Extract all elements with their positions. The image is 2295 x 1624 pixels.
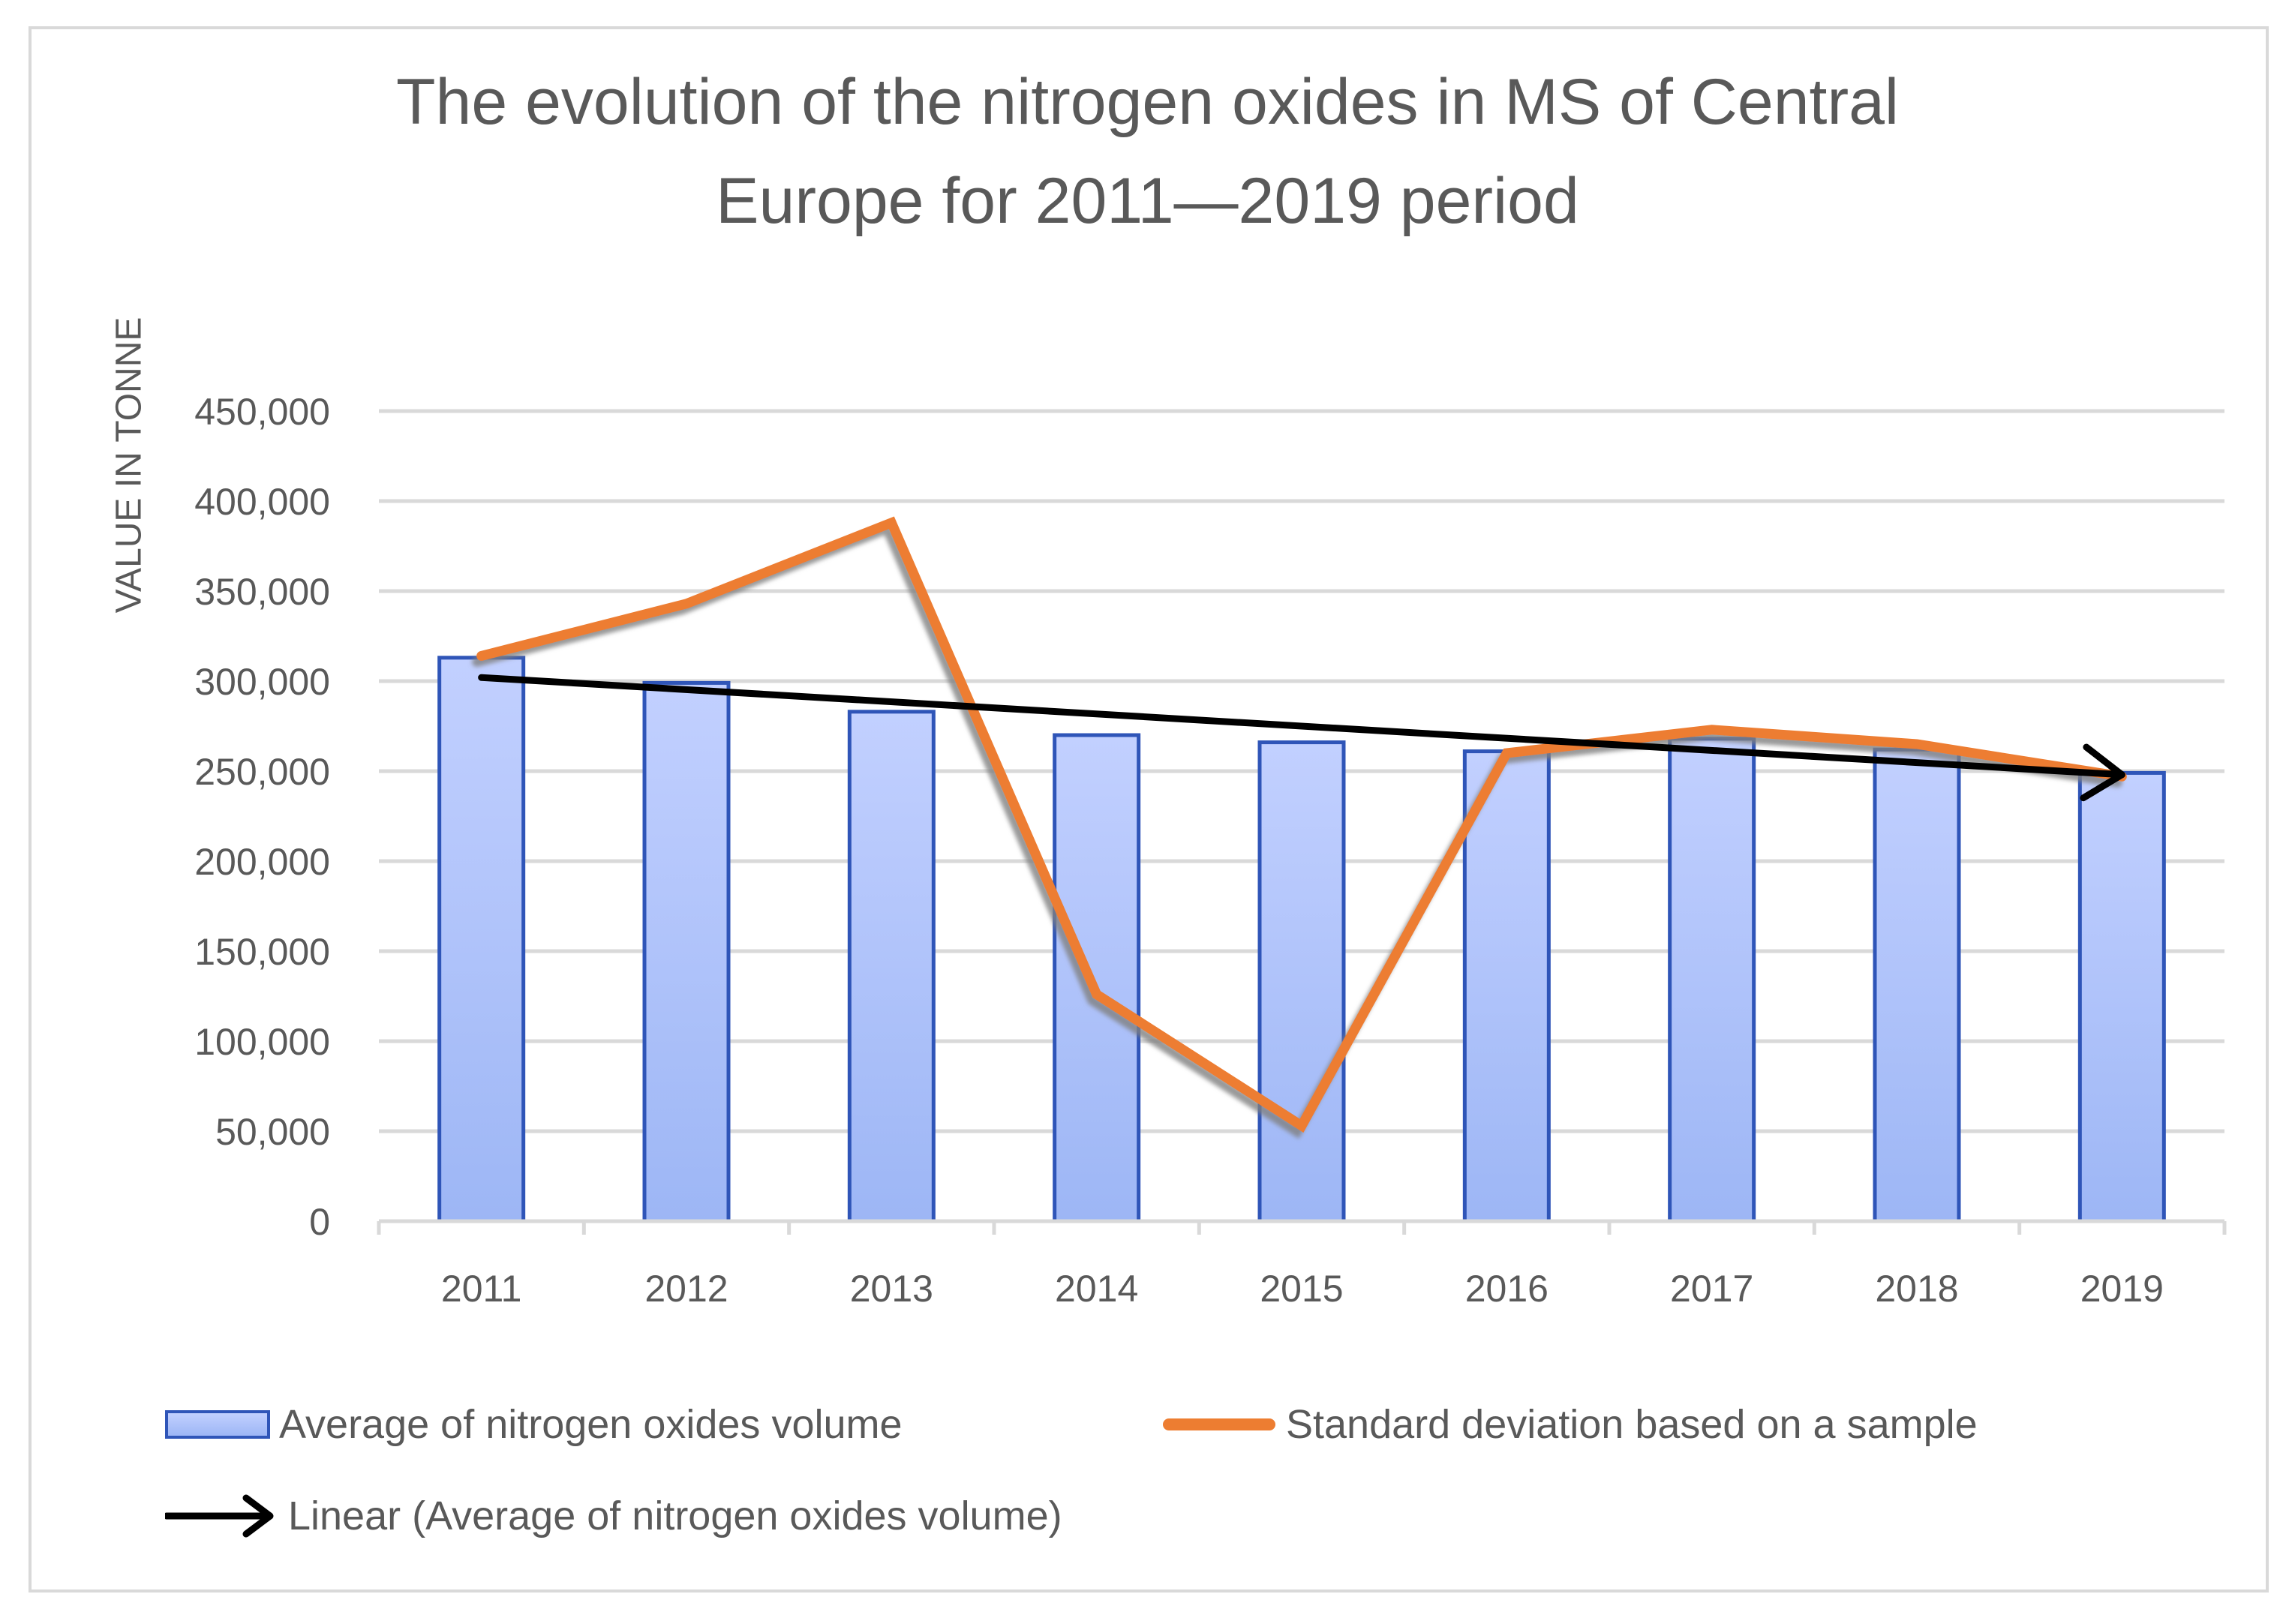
legend-item-trend: Linear (Average of nitrogen oxides volum…	[165, 1493, 1062, 1539]
bar	[1668, 737, 1756, 1223]
y-tick-label: 100,000	[194, 1021, 330, 1063]
x-tick-label: 2018	[1875, 1268, 1958, 1310]
bar	[642, 680, 731, 1223]
x-tick-label: 2012	[644, 1268, 728, 1310]
y-tick-label: 400,000	[194, 481, 330, 523]
x-axis	[377, 1219, 2227, 1235]
legend-label-line: Standard deviation based on a sample	[1286, 1402, 1978, 1447]
trendline-series	[478, 674, 2125, 802]
x-tick-label: 2016	[1465, 1268, 1549, 1310]
x-tick-label: 2014	[1055, 1268, 1138, 1310]
chart-title: The evolution of the nitrogen oxides in …	[0, 53, 2295, 251]
legend-swatch-line	[1163, 1418, 1275, 1430]
y-axis-ticks: 0 50,000 100,000 150,000 200,000 250,000 300,0…	[194, 391, 330, 1243]
legend-item-bar: Average of nitrogen oxides volume	[165, 1401, 903, 1448]
arrow-right-icon	[165, 1494, 274, 1538]
x-axis-ticks: 2011 2012 2013 2014 2015 2016 2017 2018 2019	[441, 1268, 2164, 1310]
bar	[2077, 770, 2166, 1223]
line-series	[476, 516, 2127, 1133]
y-tick-label: 150,000	[194, 931, 330, 973]
x-tick-label: 2017	[1670, 1268, 1753, 1310]
y-tick-label: 0	[309, 1201, 330, 1243]
bar	[847, 710, 936, 1223]
bar	[1462, 749, 1551, 1223]
y-tick-label: 450,000	[194, 391, 330, 433]
y-tick-label: 350,000	[194, 571, 330, 613]
x-tick-label: 2013	[850, 1268, 933, 1310]
x-tick-label: 2011	[441, 1268, 522, 1310]
legend-label-bar: Average of nitrogen oxides volume	[279, 1402, 903, 1447]
bar	[437, 656, 526, 1223]
trendline-path	[478, 674, 2125, 779]
x-tick-label: 2015	[1260, 1268, 1343, 1310]
y-tick-label: 300,000	[194, 661, 330, 703]
y-tick-label: 50,000	[215, 1111, 330, 1153]
trendline-arrowhead	[2080, 743, 2125, 802]
legend-swatch-bar	[165, 1410, 270, 1439]
bar	[1873, 747, 1961, 1223]
legend-label-trend: Linear (Average of nitrogen oxides volum…	[288, 1493, 1062, 1538]
x-tick-label: 2019	[2080, 1268, 2164, 1310]
bar	[1053, 733, 1141, 1223]
chart-title-line-2: Europe for 2011—2019 period	[716, 165, 1579, 237]
chart-title-line-1: The evolution of the nitrogen oxides in …	[395, 66, 1900, 138]
y-tick-label: 250,000	[194, 751, 330, 793]
line-series-path	[476, 516, 2127, 1133]
legend-item-line: Standard deviation based on a sample	[1163, 1401, 1978, 1448]
bar	[1257, 740, 1346, 1223]
y-tick-label: 200,000	[194, 841, 330, 883]
bar-series	[437, 656, 2166, 1223]
